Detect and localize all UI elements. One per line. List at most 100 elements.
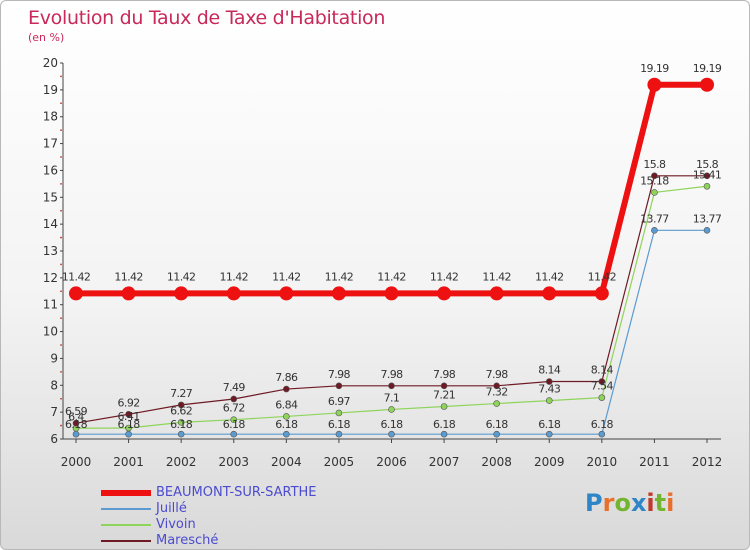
data-point — [69, 286, 83, 301]
x-tick-label: 2012 — [692, 455, 723, 469]
data-label: 7.98 — [486, 368, 509, 381]
data-label: 6.59 — [65, 405, 88, 418]
legend-swatch — [101, 490, 151, 496]
data-point — [703, 227, 711, 234]
data-label: 19.19 — [693, 62, 722, 75]
data-label: 11.42 — [377, 270, 406, 283]
y-tick-label: 14 — [43, 217, 58, 231]
x-tick-label: 2007 — [429, 455, 460, 469]
data-point — [177, 430, 185, 438]
data-label: 6.18 — [170, 418, 193, 431]
y-minor-tick — [60, 129, 62, 132]
legend-entry: Vivoin — [101, 517, 401, 533]
data-point — [703, 182, 711, 190]
y-tick-label: 19 — [43, 83, 58, 97]
y-tick-label: 7 — [50, 405, 58, 419]
data-point — [542, 286, 557, 301]
y-minor-tick — [60, 370, 62, 373]
y-minor-tick — [60, 209, 62, 212]
data-point — [230, 395, 238, 403]
data-point — [335, 409, 343, 417]
y-minor-tick — [60, 263, 62, 266]
data-point — [125, 430, 132, 438]
logo-letter: i — [646, 489, 655, 517]
data-label: 6.18 — [328, 418, 351, 431]
data-label: 6.18 — [591, 418, 614, 431]
data-label: 13.77 — [693, 212, 722, 225]
series-line-0 — [76, 81, 707, 297]
data-point — [598, 430, 606, 438]
y-minor-tick — [60, 75, 62, 78]
data-point — [335, 430, 343, 438]
data-label: 6.72 — [223, 402, 245, 415]
y-tick-label: 9 — [50, 351, 58, 365]
logo-letter: x — [630, 489, 647, 517]
data-point — [437, 286, 452, 301]
data-point — [226, 286, 241, 301]
x-tick-label: 2003 — [218, 455, 249, 469]
data-point — [388, 406, 395, 413]
y-tick-label: 6 — [50, 432, 58, 446]
x-tick-label: 2002 — [166, 455, 197, 469]
data-label: 6.97 — [328, 395, 351, 408]
data-point — [388, 430, 395, 438]
legend-label: BEAUMONT-SUR-SARTHE — [156, 485, 317, 500]
data-point — [651, 189, 658, 196]
y-minor-tick — [60, 182, 62, 185]
data-label: 6.18 — [433, 418, 456, 431]
y-minor-tick — [60, 290, 62, 293]
y-tick-label: 15 — [43, 190, 58, 204]
data-label: 6.84 — [275, 398, 298, 411]
data-point — [493, 400, 500, 407]
data-label: 11.42 — [220, 270, 249, 283]
data-label: 11.42 — [114, 270, 143, 283]
data-point — [647, 77, 662, 92]
data-point — [440, 403, 448, 410]
x-tick-label: 2005 — [324, 455, 355, 469]
data-label: 6.18 — [65, 418, 88, 431]
data-point — [384, 286, 399, 301]
data-label: 6.92 — [118, 396, 140, 409]
data-label: 11.42 — [62, 270, 91, 283]
legend-swatch — [101, 540, 151, 542]
data-point — [651, 172, 658, 180]
data-label: 11.42 — [535, 270, 564, 283]
data-label: 7.27 — [170, 387, 193, 400]
logo-letter: o — [614, 489, 631, 517]
data-label: 8.14 — [538, 364, 561, 377]
data-point — [279, 286, 294, 301]
data-point — [388, 382, 395, 390]
data-label: 15.8 — [696, 158, 719, 171]
y-tick-label: 11 — [43, 298, 58, 312]
data-point — [335, 382, 343, 390]
y-tick-label: 18 — [43, 110, 58, 124]
data-label: 11.42 — [482, 270, 511, 283]
x-tick-label: 2010 — [587, 455, 618, 469]
legend-label: Vivoin — [156, 517, 196, 532]
legend-label: Juillé — [156, 501, 187, 516]
data-label: 7.21 — [433, 389, 455, 402]
data-label: 7.49 — [223, 381, 246, 394]
data-label: 15.41 — [693, 168, 722, 181]
data-point — [174, 286, 189, 301]
data-point — [331, 286, 346, 301]
data-label: 7.98 — [433, 368, 456, 381]
data-label: 7.43 — [538, 383, 561, 396]
data-point — [230, 416, 238, 423]
x-tick-label: 2001 — [113, 455, 144, 469]
data-label: 6.18 — [223, 418, 246, 431]
data-label: 6.18 — [380, 418, 403, 431]
y-tick-label: 16 — [43, 163, 58, 177]
data-point — [703, 172, 711, 180]
data-point — [125, 410, 132, 418]
data-point — [700, 77, 714, 92]
logo-letter: r — [602, 489, 615, 517]
logo-letter: P — [585, 489, 603, 517]
data-point — [230, 430, 238, 438]
logo-letter: t — [654, 489, 667, 517]
data-point — [598, 394, 606, 401]
data-point — [440, 382, 448, 390]
data-point — [489, 286, 504, 301]
